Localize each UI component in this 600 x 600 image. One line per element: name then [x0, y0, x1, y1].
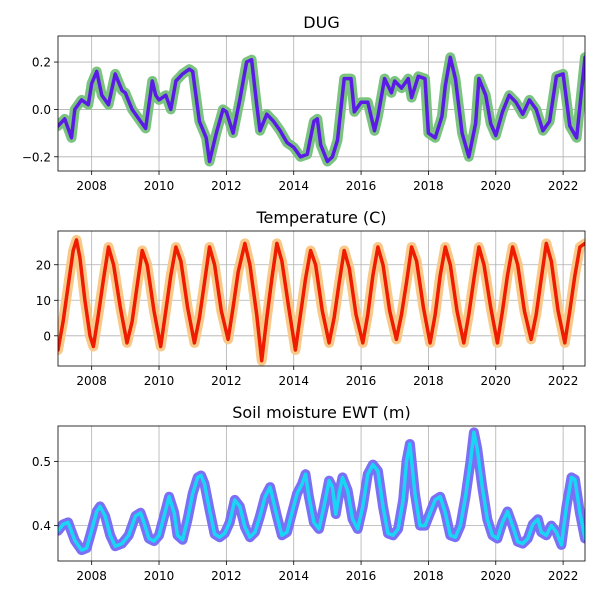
- temperature-panel: Temperature (C) 2008 2010 2012 2014 2016 2018…: [36, 208, 586, 388]
- temperature-x-tick-label: 2018: [413, 374, 444, 388]
- temperature-chart-title: Temperature (C): [255, 208, 386, 227]
- dug-panel: DUG 2008 2010 2012 2014 2016 2018 2020 2022 −0.2…: [22, 13, 586, 193]
- soil-moisture-x-tick-label: 2018: [413, 569, 444, 583]
- soil-moisture-x-tick-label: 2016: [346, 569, 377, 583]
- dug-x-tick-label: 2018: [413, 179, 444, 193]
- soil-moisture-panel: Soil moisture EWT (m) 2008 2010 2012 2014 20…: [32, 403, 586, 583]
- dug-series-line: [58, 55, 585, 164]
- soil-moisture-axes-frame: [57, 425, 586, 562]
- soil-moisture-series-band: [58, 427, 585, 556]
- soil-moisture-y-tick-label: 0.4: [32, 519, 51, 533]
- soil-moisture-x-tick-label: 2020: [480, 569, 511, 583]
- soil-moisture-x-tick-label: 2012: [211, 569, 242, 583]
- soil-moisture-x-tick-label: 2014: [278, 569, 309, 583]
- dug-x-tick-label: 2016: [346, 179, 377, 193]
- dug-y-tick-label: 0.2: [32, 56, 51, 70]
- dug-chart-title: DUG: [303, 13, 339, 32]
- dug-x-tick-label: 2014: [278, 179, 309, 193]
- soil-moisture-x-tick-label: 2010: [144, 569, 175, 583]
- dug-x-tick-label: 2008: [76, 179, 107, 193]
- temperature-axes-frame: [57, 230, 586, 367]
- soil-moisture-series-line: [58, 430, 585, 552]
- dug-x-tick-label: 2012: [211, 179, 242, 193]
- soil-moisture-x-tick-label: 2008: [76, 569, 107, 583]
- dug-y-tick-label: 0.0: [32, 103, 51, 117]
- dug-x-tick-label: 2020: [480, 179, 511, 193]
- temperature-y-tick-label: 0: [43, 329, 51, 343]
- soil-moisture-chart-title: Soil moisture EWT (m): [232, 403, 411, 422]
- temperature-y-tick-label: 20: [36, 258, 51, 272]
- temperature-x-tick-label: 2008: [76, 374, 107, 388]
- soil-moisture-y-tick-label: 0.5: [32, 455, 51, 469]
- temperature-x-tick-label: 2010: [144, 374, 175, 388]
- dug-y-tick-label: −0.2: [22, 150, 51, 164]
- temperature-series-line: [58, 238, 585, 363]
- temperature-x-tick-label: 2020: [480, 374, 511, 388]
- temperature-x-tick-label: 2022: [548, 374, 579, 388]
- temperature-x-tick-label: 2014: [278, 374, 309, 388]
- soil-moisture-x-tick-label: 2022: [548, 569, 579, 583]
- temperature-x-tick-label: 2012: [211, 374, 242, 388]
- temperature-y-tick-label: 10: [36, 294, 51, 308]
- dug-x-tick-label: 2010: [144, 179, 175, 193]
- dug-x-tick-label: 2022: [548, 179, 579, 193]
- temperature-x-tick-label: 2016: [346, 374, 377, 388]
- dug-axes-frame: [57, 35, 586, 172]
